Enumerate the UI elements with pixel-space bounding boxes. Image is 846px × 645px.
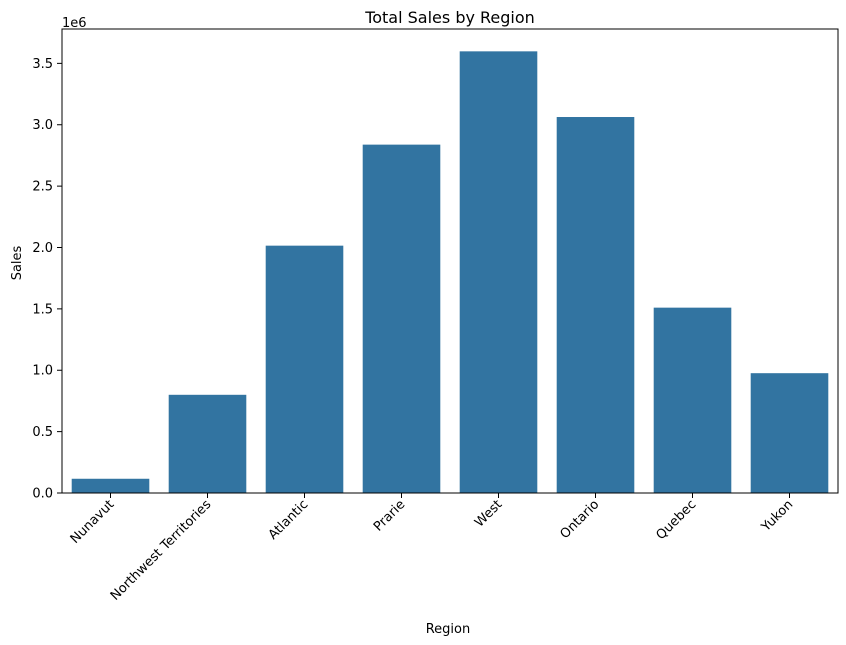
y-tick-label: 0.5 xyxy=(32,425,53,440)
y-tick-label: 3.5 xyxy=(32,57,53,72)
bars-group xyxy=(71,51,829,494)
y-tick-label: 2.5 xyxy=(32,180,53,195)
y-axis-offset-label: 1e6 xyxy=(62,16,87,31)
x-tick-label: Ontario xyxy=(557,497,602,542)
y-axis: 0.0 0.5 1.0 1.5 2.0 2.5 3.0 3.5 xyxy=(32,57,62,502)
plot-frame xyxy=(61,28,839,494)
bar-atlantic xyxy=(265,245,344,493)
bar-west xyxy=(459,51,538,494)
y-tick-label: 2.0 xyxy=(32,241,53,256)
x-tick-label: Prarie xyxy=(371,497,408,534)
x-tick-label: Quebec xyxy=(653,497,699,543)
y-tick-label: 0.0 xyxy=(32,487,53,502)
bar-yukon xyxy=(750,373,829,493)
x-tick-label: Nunavut xyxy=(68,497,118,547)
bar-quebec xyxy=(653,307,732,493)
x-tick-label: Yukon xyxy=(758,497,796,535)
chart-title: Total Sales by Region xyxy=(364,8,535,27)
x-tick-label: Northwest Territories xyxy=(108,497,215,604)
y-tick-label: 1.0 xyxy=(32,364,53,379)
x-axis-label: Region xyxy=(426,622,471,637)
y-tick-label: 1.5 xyxy=(32,302,53,317)
bar-ontario xyxy=(556,117,635,493)
y-tick-label: 3.0 xyxy=(32,118,53,133)
y-axis-label: Sales xyxy=(10,245,25,280)
x-tick-label: Atlantic xyxy=(266,497,312,543)
bar-northwest-territories xyxy=(168,394,247,493)
bar-nunavut xyxy=(71,478,150,493)
bar-prarie xyxy=(362,144,441,493)
x-tick-label: West xyxy=(472,497,505,530)
